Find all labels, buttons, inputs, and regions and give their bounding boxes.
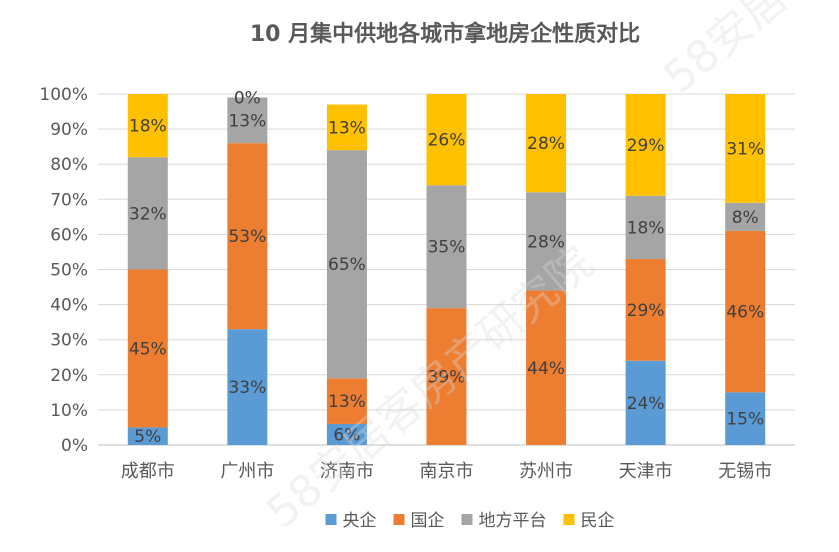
x-category-label: 济南市 <box>320 461 374 482</box>
bar-segment <box>326 378 367 424</box>
data-label: 65% <box>328 255 366 275</box>
data-label: 28% <box>527 232 565 252</box>
data-label: 24% <box>627 394 665 414</box>
legend-swatch <box>325 514 337 525</box>
y-tick-label: 0% <box>61 436 88 456</box>
bar-segment <box>625 195 666 259</box>
data-label: 26% <box>428 131 466 151</box>
bar-segment <box>625 258 666 361</box>
data-label: 33% <box>228 378 266 398</box>
x-category-label: 成都市 <box>121 461 175 482</box>
bar-segment <box>227 143 268 330</box>
y-tick-label: 10% <box>50 401 88 421</box>
data-label: 15% <box>726 410 764 430</box>
data-label: 31% <box>726 139 764 159</box>
bar-segment <box>326 104 367 151</box>
data-label: 28% <box>527 134 565 154</box>
bar-segment <box>127 94 168 158</box>
data-label: 6% <box>333 425 360 445</box>
data-label: 5% <box>134 427 161 447</box>
bar-segment <box>725 202 766 231</box>
bar-segment <box>426 308 467 445</box>
legend-swatch <box>393 514 405 525</box>
legend-label: 地方平台 <box>479 511 547 531</box>
bar-segment <box>426 94 467 186</box>
data-label: 39% <box>428 368 466 388</box>
data-label: 45% <box>129 339 167 359</box>
bar-segment <box>326 150 367 379</box>
chart-title: 10 月集中供地各城市拿地房企性质对比 <box>250 21 640 47</box>
legend-swatch <box>563 514 575 525</box>
data-label: 13% <box>328 392 366 412</box>
y-tick-label: 20% <box>50 366 88 386</box>
x-axis-categories: 成都市 广州市 济南市 南京市 苏州市 天津市 无锡市 <box>121 461 772 482</box>
bar-segment <box>625 360 666 445</box>
x-category-label: 无锡市 <box>718 461 772 482</box>
bars: 5%45%32%18%33%53%13%0%6%13%65%13%0%39%35… <box>127 89 766 447</box>
bar-segment <box>426 185 467 309</box>
legend: 央企 国企 地方平台 民企 <box>325 511 615 531</box>
data-label: 44% <box>527 359 565 379</box>
data-label: 29% <box>627 136 665 156</box>
x-category-label: 苏州市 <box>519 461 573 482</box>
legend-label: 央企 <box>343 511 377 531</box>
y-tick-label: 30% <box>50 331 88 351</box>
y-tick-label: 80% <box>50 155 88 175</box>
y-axis-ticks: 0% 10% 20% 30% 40% 50% 60% 70% 80% 90% 100% <box>39 85 88 456</box>
bar-segment <box>526 290 567 445</box>
data-label: 35% <box>428 238 466 258</box>
legend-swatch <box>461 514 473 525</box>
data-label: 18% <box>129 117 167 137</box>
data-label: 0% <box>234 89 261 109</box>
bar-segment <box>326 423 367 445</box>
y-tick-label: 90% <box>50 120 88 140</box>
x-category-label: 广州市 <box>220 461 274 482</box>
y-tick-label: 60% <box>50 225 88 245</box>
legend-label: 民企 <box>581 511 615 531</box>
data-label: 8% <box>732 208 759 228</box>
x-category-label: 南京市 <box>420 461 474 482</box>
data-label: 13% <box>228 111 266 131</box>
y-tick-label: 100% <box>39 85 88 105</box>
bar-segment <box>127 269 168 428</box>
bar-segment <box>725 230 766 393</box>
data-label: 46% <box>726 303 764 323</box>
bar-segment <box>127 427 168 445</box>
legend-label: 国企 <box>411 511 445 531</box>
y-tick-label: 50% <box>50 261 88 281</box>
data-label: 29% <box>627 301 665 321</box>
data-label: 53% <box>228 227 266 247</box>
y-tick-label: 40% <box>50 296 88 316</box>
y-tick-label: 70% <box>50 190 88 210</box>
data-label: 13% <box>328 118 366 138</box>
data-label: 32% <box>129 204 167 224</box>
x-category-label: 天津市 <box>619 461 673 482</box>
data-label: 18% <box>627 218 665 238</box>
bar-segment <box>127 157 168 270</box>
bar-segment <box>725 94 766 203</box>
bar-segment <box>227 329 268 445</box>
bar-segment <box>227 97 268 144</box>
bar-segment <box>725 392 766 445</box>
bar-segment <box>526 94 567 193</box>
bar-segment <box>625 94 666 196</box>
bar-segment <box>526 192 567 291</box>
